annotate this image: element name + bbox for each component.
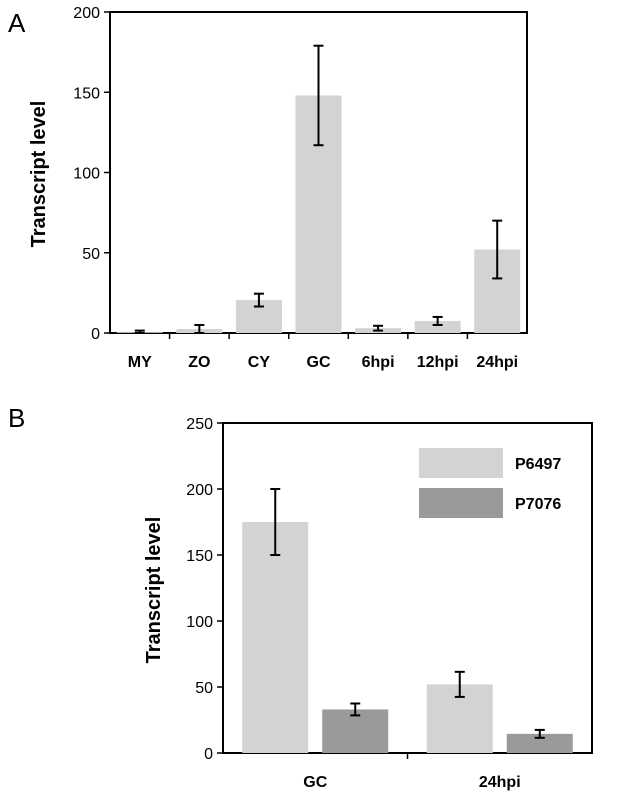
panel-b-legend-label: P6497 bbox=[515, 456, 561, 473]
panel-a-y-axis-label: Transcript level bbox=[28, 101, 50, 248]
panel-a-x-category-label: MY bbox=[128, 354, 152, 371]
panel-a: A Transcript level 0 50 100 150 200 MY ZO CY GC 6… bbox=[8, 5, 528, 371]
panel-a-x-category-label: 24hpi bbox=[476, 354, 518, 371]
panel-b-letter: B bbox=[8, 403, 25, 433]
panel-b-plot-area: 0 50 100 150 200 250 GC 24hpi P6497 P7076 bbox=[186, 416, 593, 791]
panel-b-x-category-label: GC bbox=[303, 774, 327, 791]
panel-b-bar bbox=[242, 522, 309, 753]
panel-a-x-category-label: CY bbox=[248, 354, 271, 371]
panel-a-x-category-label: 6hpi bbox=[362, 354, 395, 371]
panel-b-x-category-label: 24hpi bbox=[479, 774, 521, 791]
panel-a-y-tick-label: 150 bbox=[73, 85, 100, 102]
panel-b-legend-swatch bbox=[419, 488, 503, 518]
panel-a-y-tick-label: 100 bbox=[73, 166, 100, 183]
panel-a-x-category-label: ZO bbox=[188, 354, 210, 371]
panel-b: B Transcript level 0 50 100 150 200 250 GC 24hp… bbox=[8, 403, 593, 791]
panel-a-x-category-label: 12hpi bbox=[417, 354, 459, 371]
panel-b-y-axis-label: Transcript level bbox=[143, 517, 165, 664]
panel-b-y-tick-label: 200 bbox=[186, 482, 213, 499]
panel-b-y-tick-label: 150 bbox=[186, 548, 213, 565]
panel-a-plot-area: 0 50 100 150 200 MY ZO CY GC 6hpi 12hpi 24hpi bbox=[73, 5, 528, 371]
panel-b-y-tick-label: 0 bbox=[204, 746, 213, 763]
panel-b-bar bbox=[506, 733, 573, 753]
panel-a-bar bbox=[414, 320, 461, 333]
panel-a-letter: A bbox=[8, 8, 26, 38]
panel-b-legend-label: P7076 bbox=[515, 496, 561, 513]
panel-b-legend-swatch bbox=[419, 448, 503, 478]
panel-a-y-tick-label: 0 bbox=[91, 326, 100, 343]
panel-a-y-tick-label: 200 bbox=[73, 5, 100, 22]
panel-b-y-tick-label: 250 bbox=[186, 416, 213, 433]
panel-b-y-tick-label: 100 bbox=[186, 614, 213, 631]
panel-a-y-tick-label: 50 bbox=[82, 246, 100, 263]
panel-b-bar bbox=[322, 709, 389, 753]
panel-b-y-tick-label: 50 bbox=[195, 680, 213, 697]
panel-a-x-category-label: GC bbox=[307, 354, 331, 371]
